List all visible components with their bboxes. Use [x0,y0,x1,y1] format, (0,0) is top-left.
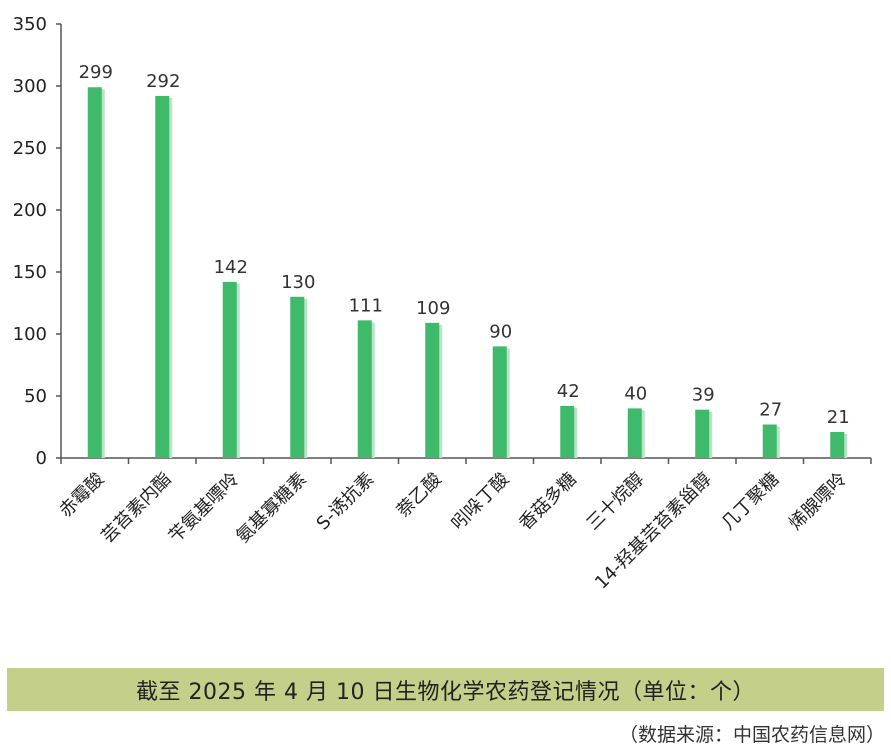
category-label: 香菇多糖 [515,469,581,535]
y-tick-label: 0 [36,448,47,469]
category-label: 芸苔素内酯 [97,469,175,547]
bar [830,431,845,458]
category-label: 三十烷醇 [583,469,649,535]
bar-shadow [100,89,105,459]
y-axis: 0 50 100 150 200 250 300 350 [13,14,62,469]
bar [492,346,507,458]
data-label: 40 [624,383,647,404]
data-label: 109 [416,298,450,319]
category-label: 赤霉酸 [55,469,108,522]
bar [87,87,102,459]
bar-chart: 0 50 100 150 200 250 300 350 299 292 142 130 111 109… [13,14,872,594]
category-label: S-诱抗素 [313,469,379,535]
bar-shadow [843,433,848,458]
bar [357,320,372,458]
bar-shadow [573,407,578,458]
category-label: 萘乙酸 [393,469,446,522]
bars [87,87,848,459]
category-label: 烯腺嘌呤 [785,469,851,535]
data-labels: 299 292 142 130 111 109 90 42 40 39 27 21 [79,62,850,428]
data-label: 42 [557,381,580,402]
category-label: 几丁聚糖 [718,469,784,535]
bar [425,322,440,458]
data-label: 90 [489,321,512,342]
bar [222,281,237,458]
category-label: 氨基寡糖素 [232,469,310,547]
data-label: 299 [79,62,113,83]
y-tick-label: 250 [13,138,47,159]
data-label: 142 [214,257,248,278]
data-label: 27 [759,400,782,421]
bar [695,409,710,458]
bar [155,95,170,459]
y-tick-label: 100 [13,324,47,345]
y-tick-label: 350 [13,14,47,35]
category-label: 苄氨基嘌呤 [165,469,243,547]
bar-shadow [438,324,443,458]
bar [290,296,305,458]
bar-shadow [775,426,780,458]
category-label: 吲哚丁酸 [448,469,514,535]
bar-shadow [370,322,375,458]
bar-shadow [505,348,510,458]
bar [627,408,642,458]
caption-bar: 截至 2025 年 4 月 10 日生物化学农药登记情况（单位：个） [7,668,884,711]
y-tick-label: 150 [13,262,47,283]
bar-shadow [168,97,173,459]
data-label: 39 [692,385,715,406]
bar [762,424,777,458]
bar [560,405,575,458]
y-tick-label: 200 [13,200,47,221]
bar-shadow [303,298,308,458]
data-label: 111 [349,295,383,316]
data-label: 292 [146,71,180,92]
bar-shadow [640,410,645,458]
data-source: （数据来源：中国农药信息网） [618,724,885,746]
chart-caption: 截至 2025 年 4 月 10 日生物化学农药登记情况（单位：个） [136,679,755,705]
x-axis [60,457,872,464]
y-tick-label: 50 [24,386,47,407]
data-label: 21 [827,407,850,428]
data-label: 130 [281,272,315,293]
bar-shadow [235,283,240,458]
y-tick-label: 300 [13,76,47,97]
bar-shadow [708,411,713,458]
category-label: 14-羟基芸苔素甾醇 [591,469,716,594]
